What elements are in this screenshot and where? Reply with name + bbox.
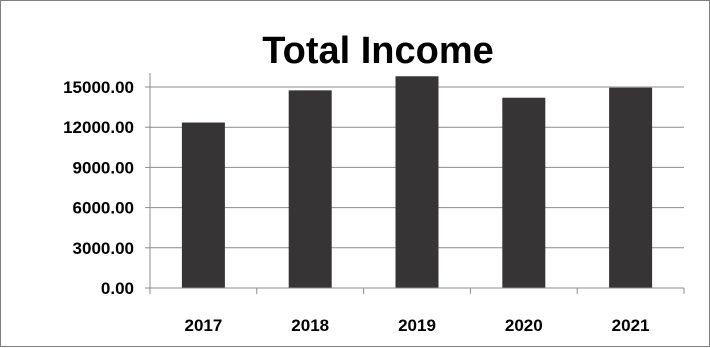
bar-2019 [395,76,439,288]
x-tick-label-2021: 2021 [612,316,650,335]
y-tick-label-5: 15000.00 [63,78,134,97]
x-tick-label-2020: 2020 [505,316,543,335]
y-tick-label-3: 9000.00 [73,158,134,177]
bars [181,76,653,288]
bar-2018 [288,90,332,288]
bar-2021 [609,87,653,288]
axes [145,73,685,294]
x-tick-label-2019: 2019 [398,316,436,335]
x-tick-label-2018: 2018 [291,316,329,335]
y-tick-label-4: 12000.00 [63,118,134,137]
x-tick-label-2017: 2017 [184,316,222,335]
y-tick-label-0: 0.00 [101,279,134,298]
bar-2017 [181,122,225,288]
y-tick-labels: 0.00 3000.00 6000.00 9000.00 12000.00 15000.0… [63,78,134,298]
y-tick-label-1: 3000.00 [73,239,134,258]
chart-title: Total Income [262,30,494,72]
bar-2020 [502,97,546,288]
y-tick-label-2: 6000.00 [73,199,134,218]
x-tick-labels: 2017 2018 2019 2020 2021 [184,316,649,335]
